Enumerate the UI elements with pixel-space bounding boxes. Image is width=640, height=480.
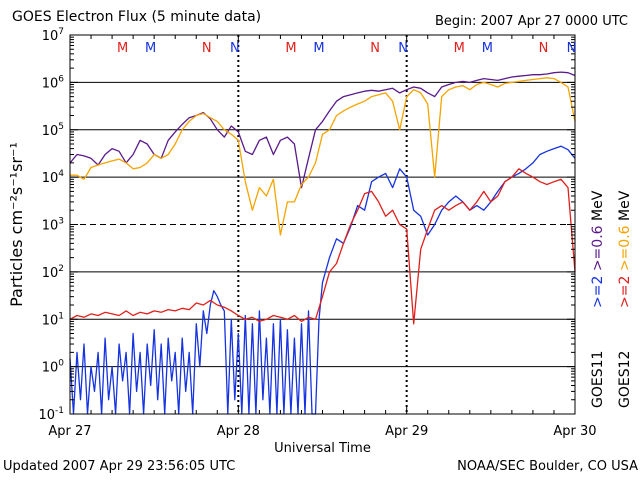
marker-n: N [398, 41, 408, 56]
y-tick-label: 102 [42, 264, 64, 281]
y-tick-label: 10-1 [38, 406, 64, 423]
legend-goes12-energies: >=2 >=0.6 MeV [617, 190, 633, 308]
x-tick-label: Apr 27 [48, 424, 91, 439]
marker-n: N [230, 41, 240, 56]
y-tick-label: 105 [42, 122, 64, 139]
series-line-blue [69, 145, 576, 415]
marker-m: M [145, 41, 156, 56]
series-line-red [69, 168, 576, 325]
chart-title: GOES Electron Flux (5 minute data) [12, 9, 262, 25]
legend-goes11-label: GOES11 [590, 351, 606, 408]
y-tick-label: 104 [42, 169, 65, 186]
marker-n: N [539, 41, 549, 56]
x-tick-label: Apr 30 [553, 424, 596, 439]
marker-m: M [285, 41, 296, 56]
updated-timestamp: Updated 2007 Apr 29 23:56:05 UTC [3, 459, 236, 474]
y-tick-label: 106 [42, 74, 65, 91]
marker-m: M [313, 41, 324, 56]
marker-n: N [370, 41, 380, 56]
y-axis-label: Particles cm⁻²s⁻¹sr⁻¹ [7, 142, 26, 307]
x-tick-label: Apr 29 [385, 424, 428, 439]
source-credit: NOAA/SEC Boulder, CO USA [457, 459, 638, 474]
x-axis-label: Universal Time [274, 441, 371, 456]
legend-goes11-energies: >=2 >=0.6 MeV [590, 190, 606, 308]
legend-goes12-label: GOES12 [617, 351, 633, 408]
marker-n: N [567, 41, 577, 56]
series-line-orange [70, 77, 576, 236]
marker-n: N [202, 41, 212, 56]
y-tick-label: 103 [42, 217, 64, 234]
marker-m: M [482, 41, 493, 56]
y-tick-label: 101 [42, 311, 64, 328]
x-tick-label: Apr 28 [217, 424, 260, 439]
y-tick-label: 107 [42, 27, 64, 44]
y-tick-label: 100 [42, 359, 65, 376]
marker-m: M [454, 41, 465, 56]
marker-m: M [117, 41, 128, 56]
begin-date: Begin: 2007 Apr 27 0000 UTC [434, 14, 628, 29]
